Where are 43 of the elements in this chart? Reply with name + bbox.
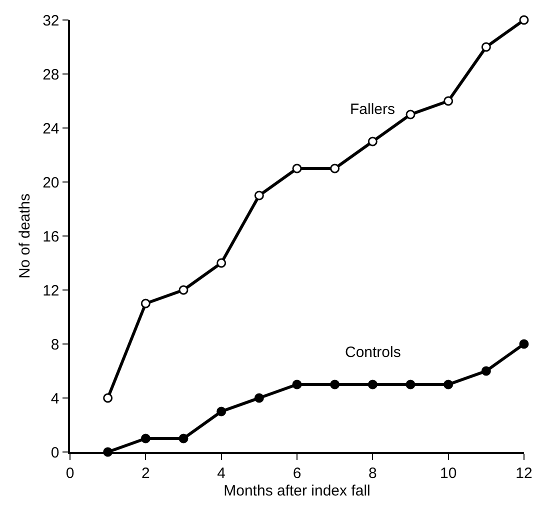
x-tick-label: 4 — [217, 464, 226, 482]
point — [216, 258, 226, 268]
point — [292, 164, 302, 174]
point — [368, 380, 378, 390]
point — [330, 380, 340, 390]
point — [444, 96, 454, 106]
x-tick-label: 12 — [516, 464, 532, 482]
series-label: Fallers — [350, 101, 396, 118]
y-tick-label: 20 — [42, 174, 60, 192]
point — [519, 15, 529, 25]
y-axis-title: No of deaths — [16, 193, 34, 279]
x-tick-label: 2 — [142, 464, 150, 482]
y-tick-label: 12 — [42, 282, 60, 300]
series-label: Controls — [345, 344, 401, 361]
point — [103, 393, 113, 403]
point — [481, 366, 491, 376]
point — [519, 339, 529, 349]
y-tick-label: 0 — [50, 444, 60, 462]
point — [406, 110, 416, 120]
point — [406, 380, 416, 390]
x-tick-label: 0 — [66, 464, 74, 482]
y-tick-label: 32 — [42, 12, 60, 30]
point — [178, 434, 188, 444]
point — [140, 298, 150, 308]
point — [140, 434, 150, 444]
point — [178, 285, 188, 295]
y-tick-label: 8 — [50, 336, 60, 354]
point — [254, 190, 264, 200]
y-tick-label: 16 — [42, 228, 60, 246]
point — [481, 42, 491, 52]
y-tick-label: 28 — [42, 66, 60, 84]
x-tick-label: 10 — [440, 464, 457, 482]
point — [254, 393, 264, 403]
y-tick-label: 24 — [42, 120, 60, 138]
x-tick-label: 6 — [292, 464, 302, 482]
x-tick-label: 8 — [368, 464, 377, 482]
y-tick-label: 4 — [50, 390, 60, 408]
point — [444, 380, 454, 390]
x-axis-title: Months after index fall — [224, 482, 370, 500]
point — [368, 136, 378, 146]
point — [330, 164, 340, 174]
point — [216, 406, 226, 416]
point — [292, 380, 302, 390]
